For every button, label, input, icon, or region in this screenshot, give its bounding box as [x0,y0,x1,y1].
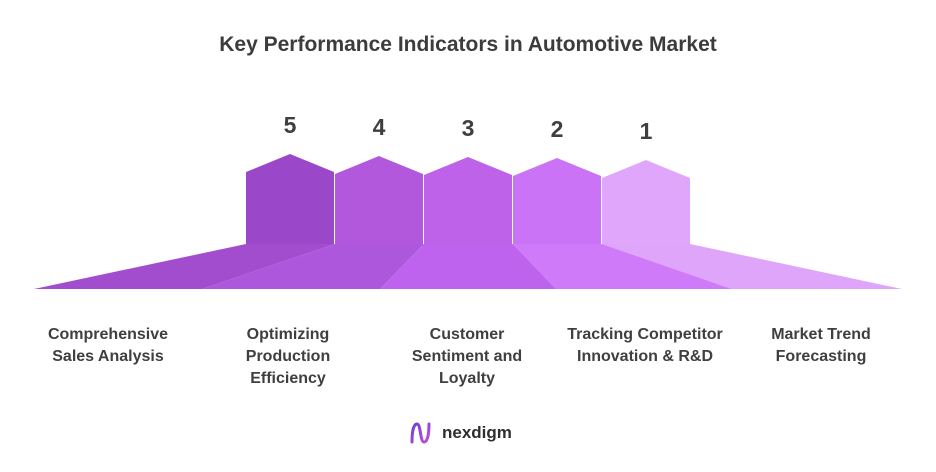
base-segment-2 [202,244,424,289]
base-segment-4 [513,244,732,289]
base-segment-3 [380,244,556,289]
rank-number: 2 [550,116,564,142]
diagram-title: Key Performance Indicators in Automotive… [219,33,717,56]
kpi-label: Tracking Competitor Innovation & R&D [567,326,723,365]
rank-number: 1 [639,118,653,144]
kpi-label: Market Trend Forecasting [771,326,871,365]
rank-number: 3 [461,115,475,141]
nexdigm-logo: nexdigm [408,419,512,447]
rank-number: 5 [283,112,297,138]
kpi-block-3 [424,157,512,244]
kpi-label: Optimizing Production Efficiency [245,326,331,387]
logo-text: nexdigm [442,423,512,442]
base-segment-1 [34,244,335,289]
kpi-label: Customer Sentiment and Loyalty [411,326,523,387]
kpi-label: Comprehensive Sales Analysis [47,326,169,365]
nexdigm-logo-icon [410,422,431,444]
rank-number: 4 [372,114,386,140]
kpi-block-4 [513,158,601,244]
kpi-block-1 [246,154,334,244]
kpi-block-2 [335,156,423,244]
base-segment-5 [602,244,902,289]
kpi-block-5 [602,160,690,244]
